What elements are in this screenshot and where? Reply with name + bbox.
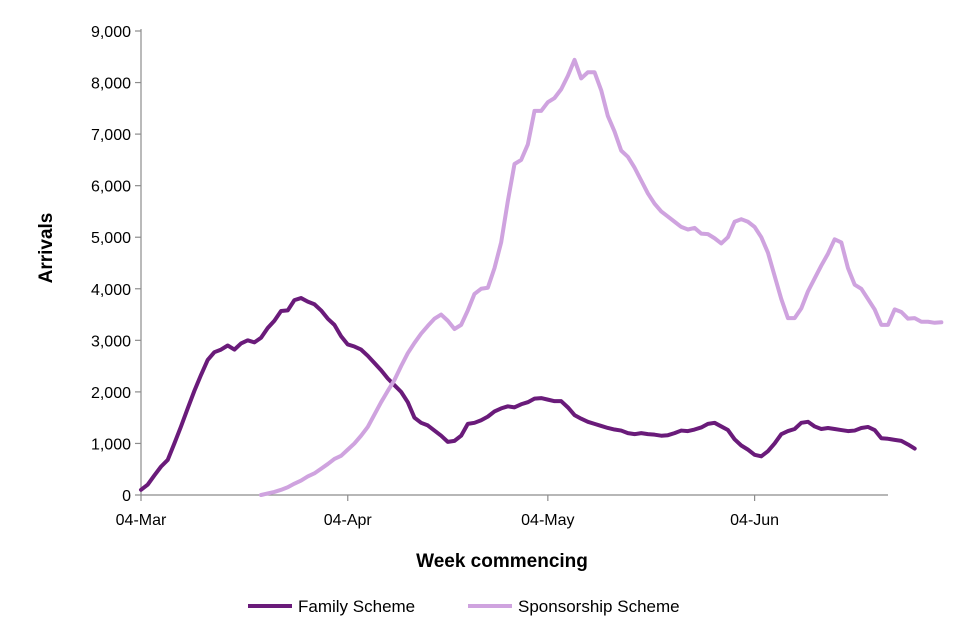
- legend-item-sponsorship: Sponsorship Scheme: [468, 597, 680, 616]
- tick-labels: 0 1,000 2,000 3,000 4,000 5,000 6,000 7,000 8,00…: [91, 24, 779, 529]
- y-tick-label: 7,000: [91, 127, 131, 144]
- axes: [135, 29, 888, 501]
- y-tick-label: 4,000: [91, 282, 131, 299]
- legend-label-sponsorship: Sponsorship Scheme: [518, 597, 680, 616]
- series-line-family: [139, 296, 917, 492]
- y-tick-label: 1,000: [91, 436, 131, 453]
- legend: Family Scheme Sponsorship Scheme: [248, 597, 680, 616]
- y-tick-label: 9,000: [91, 24, 131, 41]
- legend-item-family: Family Scheme: [248, 597, 415, 616]
- y-axis-title: Arrivals: [36, 213, 57, 284]
- y-tick-label: 3,000: [91, 333, 131, 350]
- y-tick-label: 6,000: [91, 179, 131, 196]
- y-tick-label: 8,000: [91, 76, 131, 93]
- series-lines: [139, 57, 944, 497]
- x-tick-label: 04-May: [521, 512, 574, 529]
- x-tick-label: 04-Mar: [116, 512, 167, 529]
- x-tick-label: 04-Apr: [324, 512, 373, 529]
- y-tick-label: 5,000: [91, 230, 131, 247]
- y-tick-label: 2,000: [91, 385, 131, 402]
- legend-label-family: Family Scheme: [298, 597, 415, 616]
- series-line-sponsorship: [259, 57, 944, 497]
- x-tick-label: 04-Jun: [730, 512, 779, 529]
- y-tick-label: 0: [122, 488, 131, 505]
- x-axis-title: Week commencing: [416, 551, 588, 572]
